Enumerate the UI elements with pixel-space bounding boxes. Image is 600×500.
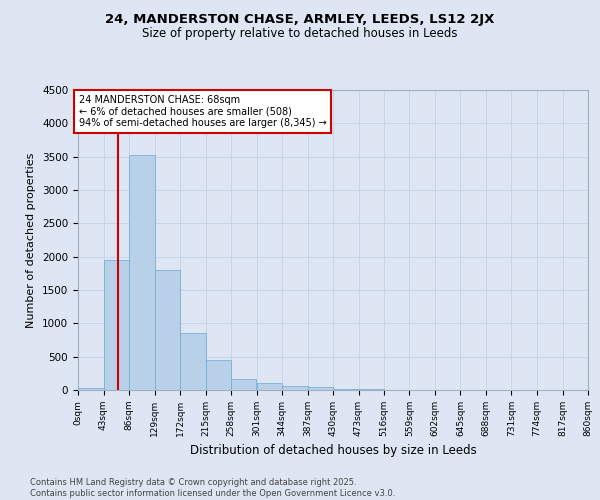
Text: 24, MANDERSTON CHASE, ARMLEY, LEEDS, LS12 2JX: 24, MANDERSTON CHASE, ARMLEY, LEEDS, LS1… [106,12,494,26]
Text: Size of property relative to detached houses in Leeds: Size of property relative to detached ho… [142,28,458,40]
Bar [205,360,231,390]
Bar [257,383,282,390]
Text: Contains HM Land Registry data © Crown copyright and database right 2025.
Contai: Contains HM Land Registry data © Crown c… [30,478,395,498]
Bar [231,380,256,390]
Bar [78,388,104,390]
Bar [333,388,359,390]
Bar [282,386,308,390]
X-axis label: Distribution of detached houses by size in Leeds: Distribution of detached houses by size … [190,444,476,458]
Bar [180,333,205,390]
Text: 24 MANDERSTON CHASE: 68sqm
← 6% of detached houses are smaller (508)
94% of semi: 24 MANDERSTON CHASE: 68sqm ← 6% of detac… [79,94,326,128]
Bar [104,260,129,390]
Bar [155,270,180,390]
Y-axis label: Number of detached properties: Number of detached properties [26,152,37,328]
Bar [308,386,333,390]
Bar [129,154,155,390]
